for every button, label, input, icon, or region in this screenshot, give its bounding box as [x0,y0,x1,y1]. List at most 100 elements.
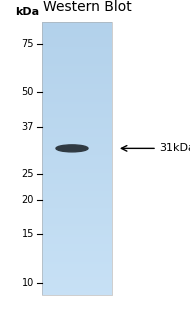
Bar [42,42,112,44]
Bar [42,195,112,197]
Bar [42,248,112,249]
Bar [42,89,112,91]
Text: 31kDa: 31kDa [159,143,190,153]
Bar [42,162,112,164]
Bar [42,137,112,138]
Bar [42,115,112,116]
Bar [42,149,112,151]
Bar [42,179,112,180]
Bar [42,57,112,58]
Text: 15: 15 [22,230,34,239]
Bar [42,159,112,160]
Bar [42,60,112,62]
Bar [42,251,112,253]
Bar [42,82,112,84]
Bar [42,87,112,89]
Bar [42,281,112,282]
Bar [42,49,112,51]
Bar [42,169,112,171]
Bar [42,108,112,109]
Bar [42,151,112,153]
Bar [42,106,112,108]
Bar [42,78,112,80]
Bar [42,26,112,28]
Bar [42,66,112,67]
Bar [42,199,112,200]
Bar [42,102,112,104]
Bar [42,86,112,87]
Bar [42,226,112,228]
Bar [42,160,112,162]
Bar [42,271,112,273]
Bar [42,164,112,166]
Bar [42,126,112,128]
Bar [42,277,112,279]
Bar [42,22,112,24]
Bar [42,197,112,199]
Bar [42,146,112,148]
Bar [42,233,112,235]
Bar [42,222,112,224]
Text: 25: 25 [21,169,34,179]
Bar [42,131,112,133]
Bar [42,33,112,35]
Text: 20: 20 [22,195,34,205]
Bar [42,144,112,146]
Bar [42,155,112,157]
Bar [42,133,112,135]
Bar [42,220,112,222]
Bar [42,206,112,208]
Bar [42,235,112,237]
Bar [42,75,112,77]
Bar [42,95,112,97]
Bar [42,138,112,140]
Text: 10: 10 [22,277,34,287]
Text: 37: 37 [22,122,34,132]
Bar [42,269,112,271]
Bar [42,46,112,48]
Bar [42,142,112,144]
Bar [42,204,112,206]
Bar [42,120,112,122]
Bar [42,215,112,217]
Bar [42,275,112,277]
Bar [42,111,112,113]
Bar [42,290,112,291]
Bar [42,237,112,239]
Bar [42,135,112,137]
Bar [42,84,112,86]
Bar [42,273,112,275]
Bar [42,91,112,93]
Bar [42,40,112,42]
Bar [42,244,112,246]
Bar [42,153,112,155]
Bar [42,77,112,78]
Bar [42,264,112,266]
Bar [42,255,112,257]
Bar [42,184,112,186]
Bar [42,29,112,31]
Bar [42,44,112,46]
Bar [42,129,112,131]
Bar [42,80,112,82]
Bar [42,218,112,220]
Bar [42,51,112,53]
Bar [42,53,112,55]
Bar [42,180,112,182]
Bar [42,64,112,66]
Bar [42,28,112,29]
Bar [42,118,112,120]
Bar [42,171,112,173]
Bar [42,217,112,218]
Bar [42,175,112,177]
Bar [42,167,112,169]
Bar [42,239,112,240]
Bar [42,262,112,264]
Bar [42,249,112,251]
Bar [42,268,112,269]
Bar [42,202,112,204]
Bar [42,116,112,118]
Bar [42,73,112,75]
Bar [42,104,112,106]
Bar [42,228,112,230]
